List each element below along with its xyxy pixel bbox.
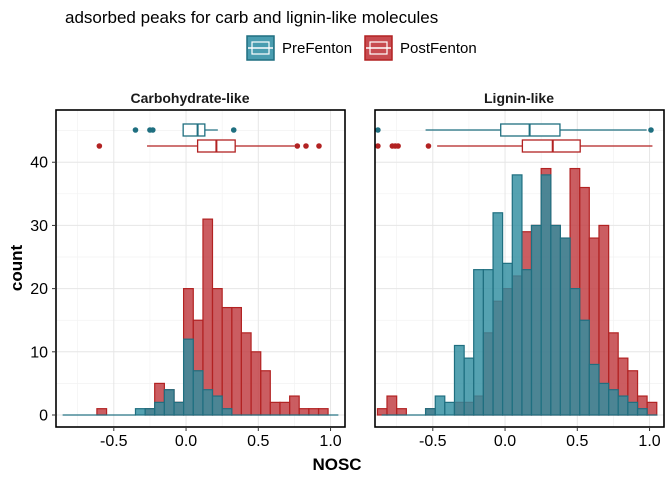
legend: PreFenton PostFenton <box>246 35 477 61</box>
histogram-bar-prefenton <box>521 269 533 416</box>
legend-item-postfenton: PostFenton <box>364 35 477 61</box>
histogram-bar-prefenton <box>202 389 214 416</box>
histogram-bar-postfenton <box>202 218 214 416</box>
histogram-bar-prefenton <box>588 363 600 416</box>
histogram-bar-prefenton <box>501 262 513 416</box>
histogram-bar-prefenton <box>559 237 571 416</box>
histogram-bar-prefenton <box>608 389 619 416</box>
histogram-bar-postfenton <box>96 408 108 416</box>
boxplot-outlier-postfenton <box>395 143 401 149</box>
y-tick-label: 40 <box>30 155 48 172</box>
x-tick-label: 0.5 <box>566 433 588 450</box>
histogram-bar-postfenton <box>386 395 398 416</box>
histogram-bar-postfenton <box>260 370 271 416</box>
panel-border <box>55 109 346 428</box>
histogram-bar-prefenton <box>182 338 194 416</box>
histogram-bar-postfenton <box>250 351 262 416</box>
histogram-bar-prefenton <box>192 370 204 416</box>
x-tick-label: 0.0 <box>494 433 516 450</box>
boxplot-outlier-prefenton <box>375 127 381 133</box>
x-tick-label: 1.0 <box>638 433 660 450</box>
histogram-bar-prefenton <box>492 212 504 416</box>
x-tick-label: -0.5 <box>100 433 128 450</box>
histogram-bar-prefenton <box>211 395 223 416</box>
legend-label-prefenton: PreFenton <box>282 40 352 57</box>
boxplot-outlier-postfenton <box>303 143 309 149</box>
histogram-bar-prefenton <box>134 408 146 416</box>
histogram-bar-postfenton <box>269 401 281 416</box>
boxplot-box-postfenton <box>521 139 581 153</box>
x-tick-label: -0.5 <box>419 433 447 450</box>
histogram-bar-prefenton <box>569 288 581 416</box>
histogram-bar-prefenton <box>627 401 639 416</box>
panel-label-carbohydrate: Carbohydrate-like <box>130 90 249 106</box>
histogram-bar-prefenton <box>163 389 175 416</box>
histogram-bar-prefenton <box>579 319 590 416</box>
histogram-bar-postfenton <box>396 408 407 416</box>
boxplot-outlier-postfenton <box>425 143 432 149</box>
histogram-bar-prefenton <box>221 408 233 416</box>
histogram-bar-prefenton <box>463 357 475 416</box>
x-axis-title: NOSC <box>312 455 361 474</box>
y-tick-label: 20 <box>30 281 48 298</box>
histogram-bar-prefenton <box>617 395 629 416</box>
histogram-bar-prefenton <box>424 408 436 416</box>
histogram-bar-prefenton <box>434 395 446 416</box>
legend-label-postfenton: PostFenton <box>400 40 477 57</box>
histogram-bar-postfenton <box>289 395 300 416</box>
legend-item-prefenton: PreFenton <box>246 35 352 61</box>
boxplot-outlier-postfenton <box>96 143 103 149</box>
y-tick-label: 30 <box>30 218 48 235</box>
y-axis-title: count <box>7 245 26 292</box>
histogram-bar-postfenton <box>231 306 242 416</box>
boxplot-outlier-prefenton <box>132 127 139 133</box>
histogram-bar-postfenton <box>240 332 252 416</box>
boxplot-box-prefenton <box>182 123 206 137</box>
histogram-bar-prefenton <box>173 401 185 416</box>
histogram-bar-prefenton <box>453 344 465 416</box>
x-tick-label: 1.0 <box>319 433 341 450</box>
histogram-bar-prefenton <box>482 269 494 416</box>
histogram-bar-prefenton <box>636 408 648 416</box>
histogram-bar-prefenton <box>444 401 456 416</box>
histogram-bar-postfenton <box>646 401 658 416</box>
histogram-bar-prefenton <box>540 174 552 416</box>
boxplot-outlier-prefenton <box>150 127 156 133</box>
panel-lignin: -0.5 0.0 0.5 1.0 <box>374 109 665 450</box>
panel-label-lignin: Lignin-like <box>484 90 554 106</box>
histogram-bar-prefenton <box>511 174 523 416</box>
x-tick-label: 0.5 <box>247 433 269 450</box>
histogram-bar-prefenton <box>598 382 610 416</box>
histogram-bar-prefenton <box>154 401 165 416</box>
chart-title: adsorbed peaks for carb and lignin-like … <box>65 8 438 27</box>
x-tick-label: 0.0 <box>175 433 197 450</box>
boxplot-outlier-prefenton <box>230 127 237 133</box>
boxplot-outlier-postfenton <box>316 143 322 149</box>
boxplot-outlier-postfenton <box>375 143 381 149</box>
legend-key-prefenton-box <box>251 41 270 55</box>
histogram-bar-prefenton <box>550 224 561 416</box>
histogram-bar-prefenton <box>144 408 156 416</box>
panel-carbohydrate: -0.5 0.0 0.5 1.0 0 10 20 30 40 <box>30 109 346 450</box>
histogram-bar-postfenton <box>279 401 291 416</box>
histogram-bar-prefenton <box>530 224 542 416</box>
y-tick-label: 0 <box>39 408 48 425</box>
histogram-bar-prefenton <box>473 269 484 416</box>
histogram-bar-postfenton <box>308 408 320 416</box>
y-tick-label: 10 <box>30 344 48 361</box>
boxplot-outlier-prefenton <box>648 127 654 133</box>
histogram-bar-postfenton <box>317 408 329 416</box>
histogram-bar-postfenton <box>376 408 388 416</box>
panel-border <box>374 109 665 428</box>
histogram-bar-postfenton <box>221 306 233 416</box>
boxplot-outlier-postfenton <box>294 143 301 149</box>
histogram-bar-postfenton <box>298 408 310 416</box>
legend-key-postfenton-box <box>369 41 388 55</box>
